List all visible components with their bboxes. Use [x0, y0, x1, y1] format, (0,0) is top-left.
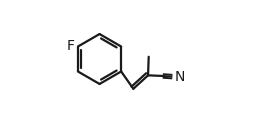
- Text: N: N: [175, 70, 185, 84]
- Text: F: F: [67, 39, 75, 53]
